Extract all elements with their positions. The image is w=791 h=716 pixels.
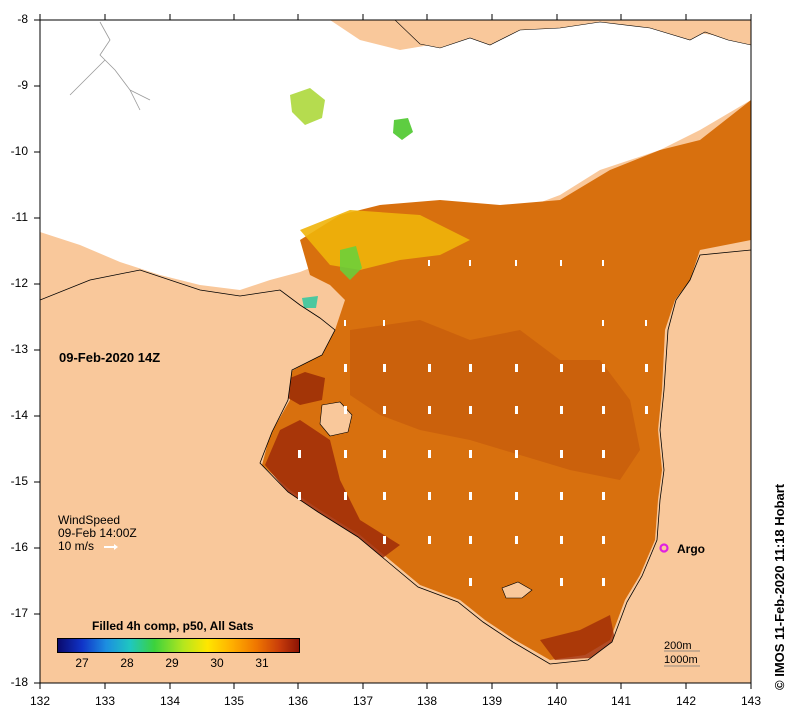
colorbar-title: Filled 4h comp, p50, All Sats (92, 619, 254, 633)
lon-label: 133 (94, 694, 116, 708)
lat-label: -8 (17, 12, 28, 26)
colorbar-tick: 28 (120, 656, 134, 670)
lat-label: -11 (11, 210, 28, 224)
lat-label: -9 (17, 78, 28, 92)
warm-patch (350, 320, 640, 480)
colorbar (57, 638, 300, 653)
wind-arrows (298, 260, 648, 586)
isobath-legend: 200m 1000m (664, 639, 698, 667)
lon-label: 141 (610, 694, 632, 708)
wind-legend-scale: 10 m/s (58, 539, 95, 553)
cool-patch-green-2 (393, 118, 413, 140)
lat-label: -16 (10, 540, 28, 554)
colorbar-tick: 30 (210, 656, 224, 670)
lon-label: 137 (352, 694, 374, 708)
colorbar-tick: 27 (75, 656, 89, 670)
colorbar-tick: 31 (255, 656, 269, 670)
argo-label: Argo (677, 542, 705, 556)
wind-scale-arrow (104, 544, 118, 550)
land-new-guinea (394, 20, 751, 49)
argo-float-marker (659, 543, 669, 553)
hot-nw-patch (285, 372, 325, 405)
lon-label: 134 (159, 694, 181, 708)
cloud-cover-area (40, 20, 751, 290)
credit-text: IMOS 11-Feb-2020 11:18 Hobart (772, 483, 787, 677)
lat-label: -14 (10, 408, 28, 422)
lon-label: 143 (740, 694, 762, 708)
imos-credit: © IMOS 11-Feb-2020 11:18 Hobart (772, 484, 787, 690)
lon-label: 140 (546, 694, 568, 708)
lat-label: -17 (10, 606, 28, 620)
cool-patch-green (290, 88, 325, 125)
lat-label: -10 (10, 144, 28, 158)
land-mornington (501, 581, 533, 599)
lon-label: 139 (481, 694, 503, 708)
lon-label: 132 (29, 694, 51, 708)
wind-legend-time: 09-Feb 14:00Z (58, 526, 137, 540)
lat-label: -15 (10, 474, 28, 488)
isobath-1000m: 1000m (664, 654, 698, 666)
isobath-200m: 200m (664, 640, 692, 652)
land-cape-york (520, 250, 751, 683)
lat-label: -13 (10, 342, 28, 356)
hot-southern-patch (540, 615, 615, 660)
lat-label: -12 (10, 276, 28, 290)
cool-patch-green-3 (340, 246, 362, 280)
river-lines (69, 21, 151, 111)
coastline (40, 249, 751, 665)
map-datetime-label: 09-Feb-2020 14Z (59, 350, 161, 365)
lon-label: 135 (223, 694, 245, 708)
cool-patch-teal (302, 296, 318, 308)
wind-legend: WindSpeed 09-Feb 14:00Z 10 m/s (58, 514, 137, 553)
colorbar-tick: 29 (165, 656, 179, 670)
lon-label: 138 (416, 694, 438, 708)
lon-label: 136 (287, 694, 309, 708)
axis-ticks (34, 14, 752, 689)
land-arnhem (40, 270, 520, 683)
lat-label: -18 (10, 675, 28, 689)
lon-label: 142 (675, 694, 697, 708)
wind-legend-title: WindSpeed (58, 513, 121, 527)
copyright-symbol: © (772, 680, 787, 690)
plot-frame (39, 19, 752, 684)
